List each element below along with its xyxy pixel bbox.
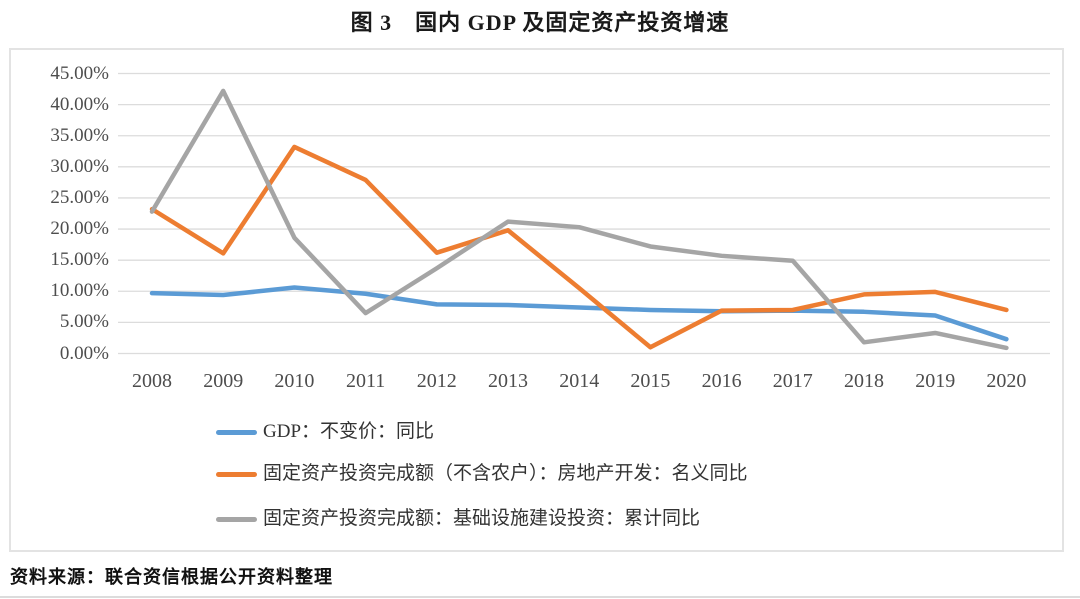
line-chart-plot: [118, 72, 1050, 355]
x-tick-label: 2020: [986, 370, 1027, 392]
y-tick-label: 0.00%: [59, 342, 109, 364]
legend-marker-real-estate: [216, 471, 257, 477]
x-tick-label: 2010: [274, 370, 315, 392]
legend-marker-gdp: [216, 429, 257, 435]
x-tick-label: 2013: [488, 370, 528, 392]
x-tick-label: 2014: [559, 370, 600, 392]
y-tick-label: 40.00%: [50, 93, 109, 115]
legend-label-real-estate: 固定资产投资完成额（不含农户）：房地产开发：名义同比: [263, 463, 748, 484]
x-tick-label: 2012: [416, 370, 457, 392]
x-tick-label: 2018: [844, 370, 884, 392]
x-tick-label: 2009: [203, 370, 244, 392]
x-tick-label: 2011: [345, 370, 386, 392]
y-tick-label: 30.00%: [50, 155, 109, 177]
y-tick-label: 20.00%: [50, 218, 109, 240]
series-line-real-estate: [149, 144, 1009, 350]
series-line-gdp: [149, 285, 1009, 342]
y-tick-label: 5.00%: [59, 311, 109, 333]
y-tick-label: 25.00%: [50, 186, 109, 208]
chart-frame: 45.00% 40.00% 35.00% 30.00% 25.00% 20.00% 15.0…: [9, 48, 1064, 552]
x-tick-label: 2019: [915, 370, 956, 392]
legend-label-gdp: GDP：不变价：同比: [263, 421, 435, 442]
y-tick-label: 15.00%: [50, 249, 109, 271]
x-tick-label: 2008: [132, 370, 172, 392]
chart-title: 图 3 国内 GDP 及固定资产投资增速: [350, 10, 730, 35]
legend-marker-infrastructure: [216, 516, 257, 522]
y-tick-label: 10.00%: [50, 280, 109, 302]
x-tick-label: 2016: [701, 370, 742, 392]
x-tick-label: 2017: [772, 370, 813, 392]
legend-label-infrastructure: 固定资产投资完成额：基础设施建设投资：累计同比: [263, 508, 701, 529]
y-tick-label: 45.00%: [50, 62, 109, 84]
y-tick-label: 35.00%: [50, 124, 109, 146]
x-tick-label: 2015: [630, 370, 671, 392]
series-line-infrastructure: [149, 88, 1009, 351]
source-note: 资料来源：联合资信根据公开资料整理: [10, 567, 333, 587]
bottom-divider: [0, 596, 1080, 598]
